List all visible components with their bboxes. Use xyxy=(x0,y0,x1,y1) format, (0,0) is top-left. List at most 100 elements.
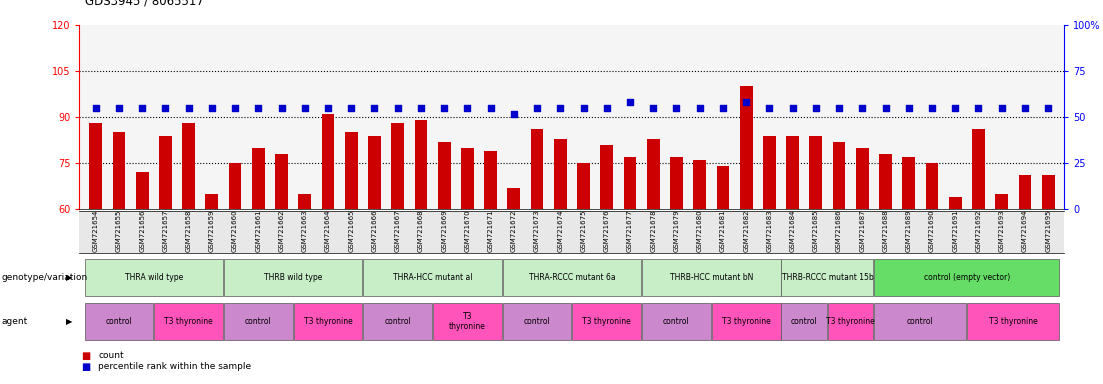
Bar xyxy=(531,129,544,209)
Bar xyxy=(856,148,869,209)
Point xyxy=(459,105,476,111)
Text: count: count xyxy=(98,351,124,361)
Point xyxy=(946,105,964,111)
Text: THRA-RCCC mutant 6a: THRA-RCCC mutant 6a xyxy=(528,273,615,282)
Point xyxy=(690,105,708,111)
Text: THRB wild type: THRB wild type xyxy=(264,273,322,282)
Point xyxy=(296,105,313,111)
Text: T3 thyronine: T3 thyronine xyxy=(582,317,631,326)
Point xyxy=(157,105,174,111)
Bar xyxy=(572,303,641,340)
Text: T3 thyronine: T3 thyronine xyxy=(303,317,352,326)
Bar xyxy=(600,145,613,209)
Point xyxy=(807,105,825,111)
Text: THRB-RCCC mutant 15b: THRB-RCCC mutant 15b xyxy=(782,273,874,282)
Text: T3
thyronine: T3 thyronine xyxy=(449,312,485,331)
Point xyxy=(365,105,383,111)
Bar xyxy=(322,114,334,209)
Bar xyxy=(228,163,242,209)
Bar xyxy=(345,132,357,209)
Point xyxy=(180,105,197,111)
Point xyxy=(575,105,592,111)
Bar xyxy=(925,163,939,209)
Text: ▶: ▶ xyxy=(66,317,73,326)
Bar xyxy=(833,142,845,209)
Point xyxy=(87,105,105,111)
Bar xyxy=(879,154,892,209)
Bar xyxy=(577,163,590,209)
Bar xyxy=(1041,175,1054,209)
Bar xyxy=(205,194,218,209)
Point xyxy=(831,105,848,111)
Point xyxy=(389,105,407,111)
Point xyxy=(923,105,941,111)
Bar xyxy=(972,129,985,209)
Point xyxy=(900,105,918,111)
Bar xyxy=(740,86,752,209)
Text: control: control xyxy=(106,317,132,326)
Bar xyxy=(642,303,710,340)
Bar xyxy=(646,139,660,209)
Point xyxy=(993,105,1010,111)
Text: THRA wild type: THRA wild type xyxy=(125,273,183,282)
Text: T3 thyronine: T3 thyronine xyxy=(164,317,213,326)
Text: THRB-HCC mutant bN: THRB-HCC mutant bN xyxy=(670,273,753,282)
Point xyxy=(970,105,987,111)
Point xyxy=(110,105,128,111)
Point xyxy=(714,105,731,111)
Bar xyxy=(902,157,915,209)
Bar xyxy=(224,303,292,340)
Point xyxy=(877,105,895,111)
Text: T3 thyronine: T3 thyronine xyxy=(826,317,875,326)
Bar xyxy=(363,303,432,340)
Bar xyxy=(828,303,874,340)
Bar xyxy=(781,303,827,340)
Point xyxy=(272,105,290,111)
Point xyxy=(482,105,500,111)
Point xyxy=(528,105,546,111)
Point xyxy=(784,105,802,111)
Bar xyxy=(275,154,288,209)
Bar xyxy=(875,259,1059,296)
Text: GDS3945 / 8065517: GDS3945 / 8065517 xyxy=(85,0,204,8)
Bar xyxy=(810,136,822,209)
Text: T3 thyronine: T3 thyronine xyxy=(721,317,771,326)
Text: agent: agent xyxy=(1,317,28,326)
Text: control: control xyxy=(663,317,689,326)
Bar xyxy=(299,194,311,209)
Bar xyxy=(363,259,502,296)
Bar xyxy=(113,132,126,209)
Text: control (empty vector): control (empty vector) xyxy=(923,273,1010,282)
Bar xyxy=(154,303,223,340)
Point xyxy=(854,105,871,111)
Text: THRA-HCC mutant al: THRA-HCC mutant al xyxy=(393,273,472,282)
Bar xyxy=(159,136,172,209)
Bar xyxy=(224,259,363,296)
Point xyxy=(226,105,244,111)
Point xyxy=(552,105,569,111)
Bar xyxy=(85,303,153,340)
Text: ▶: ▶ xyxy=(66,273,73,282)
Point xyxy=(761,105,779,111)
Text: control: control xyxy=(384,317,411,326)
Text: control: control xyxy=(524,317,550,326)
Bar xyxy=(392,123,404,209)
Bar xyxy=(182,123,195,209)
Bar xyxy=(85,259,223,296)
Point xyxy=(319,105,336,111)
Bar xyxy=(781,259,874,296)
Bar xyxy=(786,136,799,209)
Bar xyxy=(623,157,636,209)
Bar xyxy=(415,120,427,209)
Bar xyxy=(694,160,706,209)
Bar xyxy=(717,166,729,209)
Text: genotype/variation: genotype/variation xyxy=(1,273,87,282)
Bar xyxy=(503,303,571,340)
Bar xyxy=(251,148,265,209)
Bar xyxy=(995,194,1008,209)
Bar xyxy=(1018,175,1031,209)
Bar xyxy=(949,197,962,209)
Text: control: control xyxy=(907,317,934,326)
Point xyxy=(133,105,151,111)
Bar xyxy=(368,136,381,209)
